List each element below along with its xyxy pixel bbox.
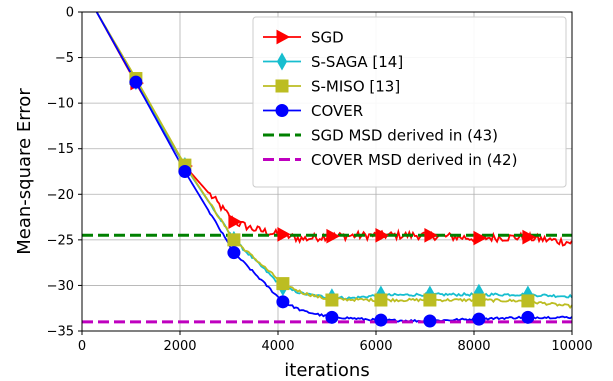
series-markers <box>129 72 536 328</box>
series-3-marker <box>178 165 192 178</box>
series-0-marker <box>228 214 242 229</box>
legend-box <box>252 16 567 188</box>
legend-marker <box>275 104 289 117</box>
x-tick-label: 6000 <box>359 339 392 354</box>
series-3-marker <box>276 295 290 309</box>
y-tick-label: −10 <box>47 97 74 112</box>
legend-entry: S-SAGA [14] <box>263 52 403 71</box>
legend-label: S-MISO [13] <box>311 78 400 96</box>
legend-label: SGD MSD derived in (43) <box>311 127 498 145</box>
series-3-marker <box>472 312 486 326</box>
series-2-marker <box>472 293 486 307</box>
series-2-marker <box>374 293 388 307</box>
series-2-marker <box>276 277 290 291</box>
legend: SGD S-SAGA [14] S-MISO [13] COVER SGD MSD de… <box>252 16 567 188</box>
legend-label: COVER <box>311 102 363 120</box>
series-3-marker <box>129 75 143 89</box>
series-0-marker <box>375 227 389 243</box>
plot-frame <box>81 11 573 332</box>
series-3-marker <box>374 313 388 327</box>
x-tick-label: 8000 <box>457 339 490 354</box>
series-3-marker <box>227 246 241 260</box>
series-0-marker <box>326 228 340 244</box>
legend-label: COVER MSD derived in (42) <box>311 151 517 169</box>
series-2-marker <box>423 293 437 307</box>
axis-ticks: 0 2000 4000 6000 8000 10000 0 −5 −10 −15 −20 −25 −30… <box>47 6 593 355</box>
y-tick-label: −30 <box>47 279 74 294</box>
x-axis-label: iterations <box>284 360 369 381</box>
x-tick-label: 10000 <box>551 339 592 354</box>
x-tick-label: 2000 <box>163 339 196 354</box>
legend-entry: SGD MSD derived in (43) <box>263 127 498 145</box>
series-2-marker <box>227 233 241 247</box>
y-tick-label: −15 <box>47 142 74 157</box>
legend-label: SGD <box>311 29 344 47</box>
y-tick-label: −20 <box>47 188 74 203</box>
y-axis-label: Mean-square Error <box>14 88 35 255</box>
legend-entry: S-MISO [13] <box>263 78 400 96</box>
legend-entry: SGD <box>263 29 344 47</box>
series-3-marker <box>325 310 339 324</box>
x-tick-label: 0 <box>78 339 86 354</box>
y-tick-label: −5 <box>55 51 74 66</box>
series-3-marker <box>423 314 437 328</box>
legend-label: S-SAGA [14] <box>311 53 403 71</box>
y-tick-label: 0 <box>66 6 74 21</box>
legend-marker <box>275 79 289 93</box>
y-tick-label: −25 <box>47 233 74 248</box>
x-tick-label: 4000 <box>261 339 294 354</box>
legend-marker <box>276 52 288 71</box>
series-0-marker <box>473 230 487 246</box>
series-0-marker <box>277 227 291 242</box>
legend-entry: COVER <box>263 102 363 120</box>
y-tick-label: −35 <box>47 325 74 340</box>
series-3-marker <box>521 310 535 324</box>
legend-marker <box>276 29 291 45</box>
series-0-marker <box>522 229 536 245</box>
series-2-marker <box>325 293 339 307</box>
legend-entry: COVER MSD derived in (42) <box>263 151 517 169</box>
series-0-marker <box>424 227 438 243</box>
series-2-marker <box>521 294 535 308</box>
